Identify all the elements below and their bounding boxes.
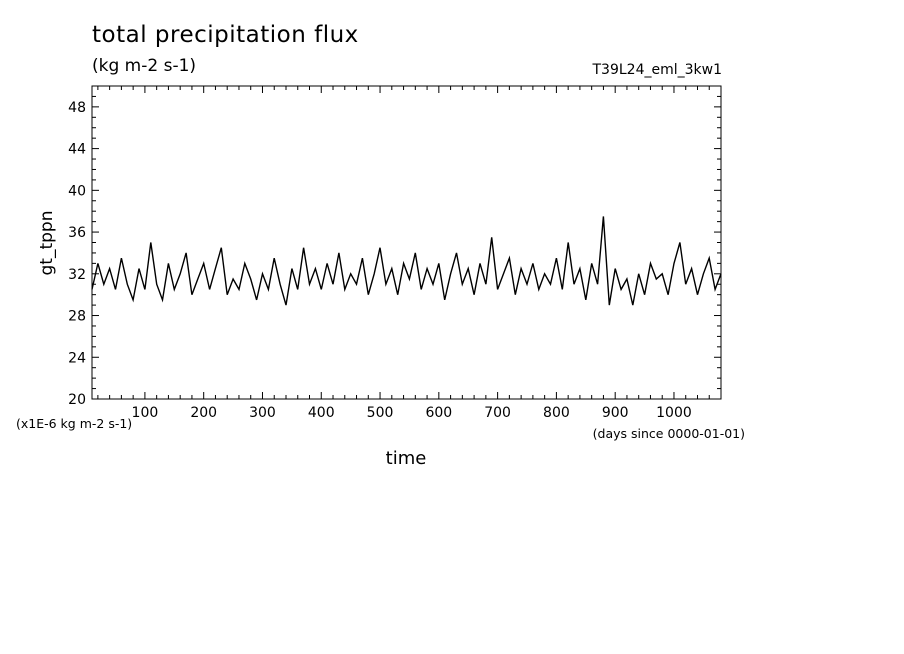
y-tick-label: 28 bbox=[68, 309, 86, 325]
x-tick-label: 100 bbox=[132, 405, 159, 421]
chart-title: total precipitation flux bbox=[92, 22, 359, 48]
y-axis-label: gt_tppn bbox=[37, 211, 57, 276]
x-tick-label: 1000 bbox=[656, 405, 692, 421]
y-tick-labels: 20 24 28 32 36 40 44 48 bbox=[68, 100, 86, 408]
y-tick-label: 32 bbox=[68, 267, 86, 283]
x-tick-label: 700 bbox=[484, 405, 511, 421]
x-axis-units: (days since 0000-01-01) bbox=[593, 426, 745, 441]
plot-frame bbox=[91, 85, 722, 400]
y-tick-label: 24 bbox=[68, 350, 86, 366]
y-tick-label: 44 bbox=[68, 142, 86, 158]
run-name-label: T39L24_eml_3kw1 bbox=[592, 62, 723, 78]
y-axis-units: (x1E-6 kg m-2 s-1) bbox=[16, 416, 132, 431]
tick-marks bbox=[92, 85, 722, 400]
series-line bbox=[91, 216, 722, 306]
x-axis-label: time bbox=[386, 448, 427, 469]
chart-subtitle-units: (kg m-2 s-1) bbox=[92, 56, 197, 76]
x-tick-label: 800 bbox=[543, 405, 570, 421]
y-tick-label: 48 bbox=[68, 100, 86, 116]
y-tick-label: 20 bbox=[68, 392, 86, 408]
x-tick-label: 200 bbox=[190, 405, 217, 421]
x-tick-label: 300 bbox=[249, 405, 276, 421]
y-tick-label: 36 bbox=[68, 225, 86, 241]
x-tick-label: 900 bbox=[602, 405, 629, 421]
y-tick-label: 40 bbox=[68, 183, 86, 199]
x-tick-label: 400 bbox=[308, 405, 335, 421]
x-tick-label: 500 bbox=[367, 405, 394, 421]
x-tick-label: 600 bbox=[425, 405, 452, 421]
x-tick-labels: 100 200 300 400 500 600 700 800 900 1000 bbox=[132, 405, 692, 421]
